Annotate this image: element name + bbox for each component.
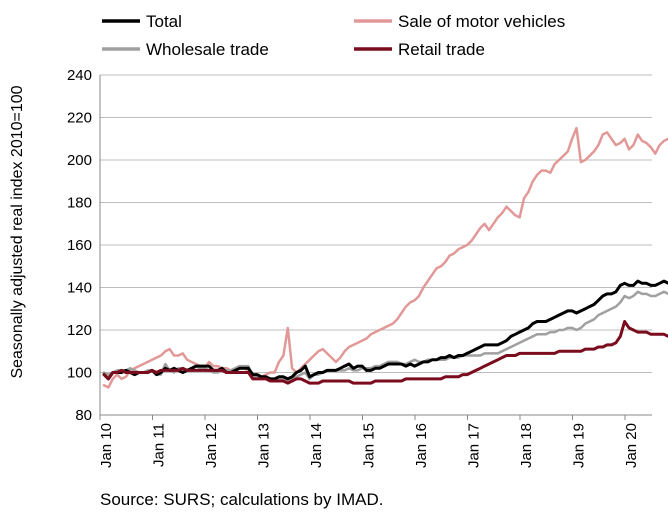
x-tick-label: Jan 12 <box>203 423 220 468</box>
y-tick-label: 160 <box>67 237 92 254</box>
y-tick-label: 140 <box>67 280 92 297</box>
x-tick-label: Jan 18 <box>518 423 535 468</box>
x-tick-label: Jan 13 <box>256 423 273 468</box>
y-tick-label: 100 <box>67 365 92 382</box>
x-tick-label: Jan 11 <box>151 423 168 467</box>
y-tick-label: 240 <box>67 67 92 84</box>
y-axis-title: Seasonally adjusted real index 2010=100 <box>9 85 26 378</box>
series-line-total <box>102 279 668 381</box>
y-axis: 80 100 120 140 160 180 200 220 240 <box>67 67 101 424</box>
x-tick-label: Jan 10 <box>98 423 115 468</box>
series-line-wholesale-trade <box>102 290 668 383</box>
source-note: Source: SURS; calculations by IMAD. <box>100 490 384 509</box>
line-chart: Total Sale of motor vehicles Wholesale tra… <box>9 12 668 468</box>
legend-label: Sale of motor vehicles <box>398 12 565 31</box>
x-tick-label: Jan 15 <box>361 423 378 468</box>
x-tick-label: Jan 16 <box>413 423 430 468</box>
x-tick-label: Jan 20 <box>623 423 640 468</box>
legend-label: Retail trade <box>398 40 485 59</box>
x-axis: Jan 10 Jan 11 Jan 12 Jan 13 Jan 14 Jan 15 Jan … <box>98 414 652 468</box>
series-lines <box>102 126 668 389</box>
legend-label: Total <box>146 12 182 31</box>
y-tick-label: 120 <box>67 322 92 339</box>
legend: Total Sale of motor vehicles Wholesale tra… <box>102 12 565 59</box>
y-tick-label: 220 <box>67 110 92 127</box>
y-tick-label: 200 <box>67 152 92 169</box>
x-tick-label: Jan 19 <box>571 423 588 468</box>
y-tick-label: 180 <box>67 195 92 212</box>
x-tick-label: Jan 17 <box>466 423 483 468</box>
legend-label: Wholesale trade <box>146 40 269 59</box>
y-tick-label: 80 <box>75 407 92 424</box>
series-line-retail-trade <box>102 320 668 385</box>
x-tick-label: Jan 14 <box>308 423 325 468</box>
